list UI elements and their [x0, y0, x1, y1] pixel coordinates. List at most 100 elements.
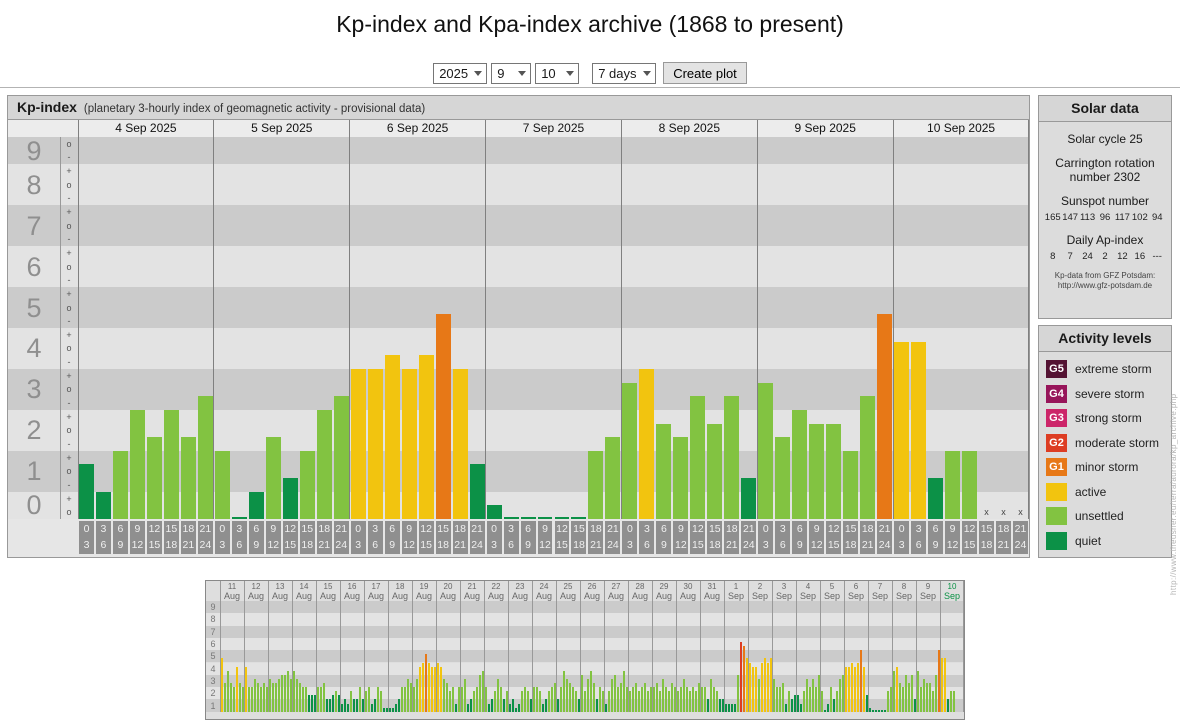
mini-day-boundary-line [219, 581, 221, 712]
day-label: 8 Sep 2025 [658, 121, 721, 135]
mini-kp-bar [544, 699, 547, 712]
kp-bar [350, 368, 366, 519]
mini-kp-bar [370, 703, 373, 712]
day-select-value: 10 [541, 65, 556, 81]
mini-kp-bar [259, 687, 262, 712]
kp-band-stripe [8, 287, 1029, 328]
activity-level-row: G3 strong storm [1039, 406, 1171, 431]
mini-kp-bar [244, 666, 247, 712]
mini-kp-bar [718, 699, 721, 712]
mini-kp-bar [793, 695, 796, 712]
mini-kp-bar [778, 687, 781, 712]
mini-kp-bar [724, 703, 727, 712]
value-cell: --- [1152, 251, 1162, 262]
mini-kp-bar [307, 695, 310, 712]
mini-kp-bar [277, 678, 280, 712]
kp-bar [928, 478, 944, 519]
activity-level-row: quiet [1039, 529, 1171, 554]
mini-kp-bar [304, 687, 307, 712]
kp-bar [452, 368, 468, 519]
mini-kp-bar [892, 670, 895, 712]
kp-overview-chart: 9 8 7 6 5 4 3 2 1 11 Aug 12 Aug 13 Aug 14 Aug 15 Aug 16 Aug 1… [205, 580, 965, 720]
mini-kp-bar [655, 683, 658, 712]
mini-day-month: Aug [295, 591, 312, 601]
day-select[interactable]: 10 [535, 62, 580, 84]
mini-day-boundary-line [699, 581, 701, 712]
mini-kp-bar [703, 687, 706, 712]
mini-day-month: Aug [703, 591, 720, 601]
kp-bar [418, 355, 434, 519]
mini-day-boundary-line [483, 581, 485, 712]
value-cell: 94 [1151, 212, 1163, 223]
mini-day-number: 8 [901, 582, 907, 591]
slot-label: 18 21 [316, 521, 332, 554]
activity-level-swatch: G2 [1046, 433, 1067, 452]
mini-kp-bar [361, 699, 364, 712]
kp-bar [724, 396, 740, 519]
activity-level-swatch: G5 [1046, 360, 1067, 379]
mini-kp-bar [295, 678, 298, 712]
mini-band-stripe [206, 625, 964, 638]
mini-kp-bar [826, 703, 829, 712]
mini-kp-bar [265, 687, 268, 712]
mini-day-boundary-line [795, 581, 797, 712]
mini-kp-bar [940, 658, 943, 712]
kp-band-stripe [8, 246, 1029, 288]
mini-day-month: Aug [655, 591, 672, 601]
activity-level-swatch [1046, 482, 1067, 501]
mini-kp-bar [328, 699, 331, 712]
mini-kp-bar [382, 707, 385, 712]
activity-level-label: minor storm [1075, 460, 1139, 475]
sunspot-title: Sunspot number [1060, 194, 1150, 208]
mini-kp-bar [631, 687, 634, 712]
mini-kp-bar [676, 691, 679, 712]
activity-level-row: G1 minor storm [1039, 455, 1171, 480]
mini-day-boundary-line [291, 581, 293, 712]
sub-level-label: + [66, 411, 72, 422]
mini-day-number: 31 [707, 582, 717, 591]
mini-kp-bar [223, 683, 226, 712]
mini-day-number: 25 [563, 582, 573, 591]
mini-kp-bar [412, 687, 415, 712]
year-select[interactable]: 2025 [433, 62, 488, 84]
slot-label: 15 18 [163, 521, 179, 554]
kp-bar [860, 396, 876, 519]
mini-kp-bar [394, 703, 397, 712]
mini-kp-bar [799, 703, 802, 712]
mini-day-boundary-line [915, 581, 917, 712]
create-plot-button[interactable]: Create plot [663, 62, 747, 84]
range-select[interactable]: 7 days [592, 62, 657, 84]
mini-day-month: Aug [391, 591, 408, 601]
mini-day-number: 12 [251, 582, 261, 591]
mini-kp-bar [274, 683, 277, 712]
mini-day-number: 7 [877, 582, 883, 591]
value-cell: 102 [1131, 212, 1148, 223]
mini-axis-label: 7 [210, 626, 216, 637]
mini-day-boundary-line [963, 581, 964, 712]
mini-kp-bar [601, 691, 604, 712]
data-source-line2: http://www.gfz-potsdam.de [1057, 281, 1153, 290]
mini-kp-bar [574, 691, 577, 712]
month-select[interactable]: 9 [491, 62, 532, 84]
mini-day-number: 9 [925, 582, 931, 591]
mini-kp-bar [727, 703, 730, 712]
mini-kp-bar [481, 670, 484, 712]
mini-kp-bar [694, 691, 697, 712]
horizontal-divider [0, 87, 1180, 88]
slot-label: 15 18 [979, 521, 995, 554]
no-data-mark: x [1018, 507, 1023, 517]
mini-day-boundary-line [651, 581, 653, 712]
mini-kp-bar [706, 699, 709, 712]
kp-bar [826, 423, 842, 519]
kp-bar [95, 491, 111, 519]
axis-number: 3 [26, 374, 42, 405]
mini-kp-bar [334, 691, 337, 712]
sub-level-label: + [66, 493, 72, 504]
